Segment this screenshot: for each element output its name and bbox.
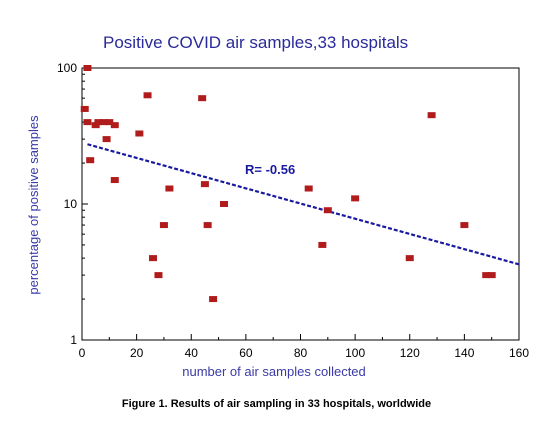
data-point (110, 177, 119, 184)
data-point (91, 122, 100, 129)
data-point (83, 119, 92, 126)
data-point (487, 272, 496, 279)
data-point (102, 136, 111, 143)
figure-caption: Figure 1. Results of air sampling in 33 … (121, 398, 432, 410)
data-point (165, 185, 174, 192)
data-point (94, 119, 103, 126)
x-tick-label: 40 (185, 346, 199, 360)
data-point (143, 92, 152, 99)
data-point (149, 255, 158, 262)
data-point (405, 255, 414, 262)
y-axis-label: percentage of positive samples (26, 115, 41, 295)
correlation-annotation: R= -0.56 (245, 162, 295, 177)
x-tick-label: 0 (79, 346, 86, 360)
data-point (154, 272, 163, 279)
chart-title: Positive COVID air samples,33 hospitals (103, 33, 408, 52)
data-point (83, 65, 92, 71)
x-tick-label: 140 (454, 346, 474, 360)
x-tick-label: 80 (294, 346, 308, 360)
y-tick-label: 1 (70, 333, 77, 347)
data-point (209, 296, 218, 303)
x-tick-label: 100 (345, 346, 365, 360)
data-point (351, 195, 360, 202)
data-point (203, 222, 212, 229)
y-tick-label: 100 (57, 61, 77, 75)
x-tick-label: 60 (239, 346, 253, 360)
trendline (87, 143, 520, 266)
data-point (80, 105, 89, 112)
data-point (198, 95, 207, 102)
data-point (318, 241, 327, 248)
data-point (460, 222, 469, 229)
x-tick-label: 160 (509, 346, 529, 360)
x-axis: 0 20 40 60 80 100 120 140 160 (79, 334, 529, 360)
x-tick-label: 120 (400, 346, 420, 360)
data-point (86, 157, 95, 164)
data-point (427, 112, 436, 119)
data-point (304, 185, 313, 192)
x-axis-label: number of air samples collected (182, 364, 366, 379)
data-point (105, 119, 114, 126)
points-layer (80, 65, 496, 303)
data-point (323, 207, 332, 214)
data-point (135, 130, 144, 137)
trendline-layer (87, 143, 520, 266)
data-point (200, 181, 209, 188)
data-point (110, 122, 119, 129)
data-point (159, 222, 168, 229)
data-point (482, 272, 491, 279)
plot-border (81, 67, 520, 341)
y-axis: 1 10 100 (57, 61, 88, 347)
y-tick-label: 10 (64, 197, 78, 211)
data-point (220, 201, 229, 207)
x-tick-label: 20 (130, 346, 144, 360)
plot-frame (81, 67, 520, 341)
data-point (99, 119, 108, 126)
